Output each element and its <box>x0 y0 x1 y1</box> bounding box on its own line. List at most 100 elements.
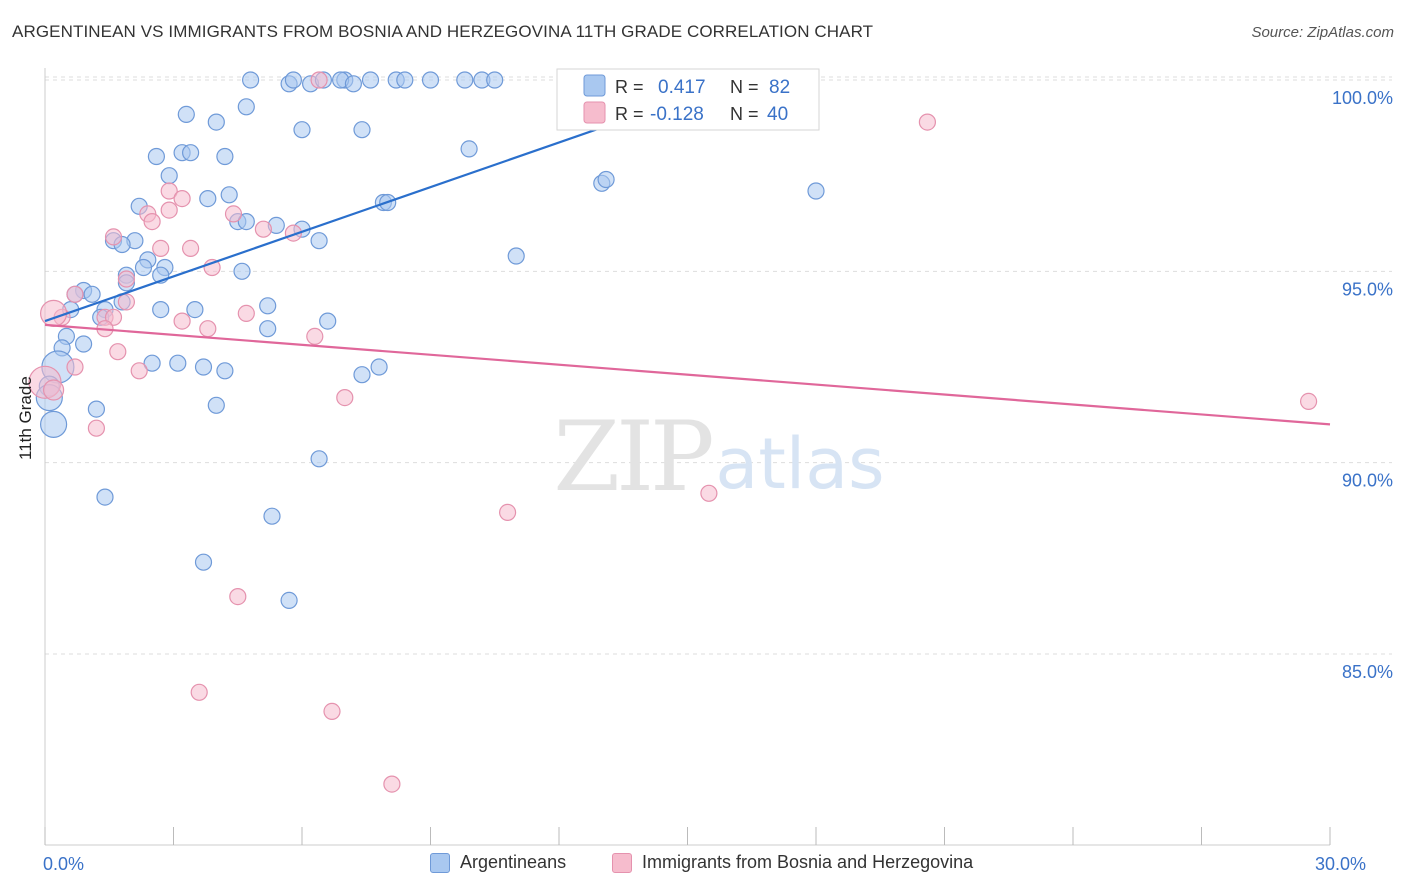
argentinean-point <box>807 182 825 200</box>
watermark-atlas: atlas <box>715 423 884 505</box>
bosnia-point <box>310 71 328 89</box>
legend-label-argentineans: Argentineans <box>460 852 567 872</box>
y-tick-label: 95.0% <box>1342 279 1393 299</box>
argentinean-point <box>194 358 213 376</box>
bosnia-point <box>160 201 178 219</box>
bosnia-trend-line <box>44 323 1331 426</box>
argentinean-point <box>194 553 213 571</box>
argentinean-point <box>152 301 170 319</box>
x-tick-label: 30.0% <box>1315 854 1366 874</box>
argentinean-point <box>284 71 302 89</box>
argentinean-point <box>199 190 217 208</box>
argentinean-point <box>421 71 440 89</box>
y-tick-label: 90.0% <box>1342 471 1393 491</box>
bosnia-point <box>254 220 272 238</box>
argentinean-point <box>182 144 200 162</box>
argentinean-point <box>207 113 225 131</box>
argentinean-point <box>310 450 328 468</box>
argentinean-point <box>237 98 255 116</box>
argentinean-point <box>242 71 260 89</box>
grid-layer <box>45 76 1392 655</box>
bosnia-point <box>224 205 243 223</box>
bosnia-point <box>323 702 341 721</box>
bosnia-point <box>104 308 123 326</box>
legend-swatch-bosnia <box>612 852 632 873</box>
argentinean-point <box>259 297 277 315</box>
bosnia-point <box>117 270 136 288</box>
argentinean-point <box>486 71 504 89</box>
argentinean-point <box>310 232 328 250</box>
trend-layer <box>44 78 1331 426</box>
bosnia-point <box>918 113 937 131</box>
watermark: ZIP atlas <box>553 401 884 513</box>
argentinean-point <box>293 121 311 139</box>
argentinean-point <box>169 354 187 372</box>
argentinean-point <box>39 410 68 438</box>
legend-item-argentineans: Argentineans <box>430 852 566 873</box>
bosnia-point <box>143 213 161 231</box>
argentinean-point <box>259 320 277 338</box>
legend-n-value-pink: 40 <box>767 104 788 125</box>
bottom-legend: Argentineans Immigrants from Bosnia and … <box>0 852 1406 878</box>
bosnia-point <box>87 419 106 437</box>
bosnia-point <box>173 190 191 208</box>
x-tick-labels: 0.0% 30.0% <box>43 854 1366 874</box>
bosnia-point <box>199 320 217 338</box>
bosnia-point <box>182 239 200 257</box>
legend-n-value-blue: 82 <box>769 77 790 98</box>
bosnia-point <box>383 775 401 793</box>
legend-n-label-blue: N = <box>730 77 759 97</box>
legend-r-value-blue: 0.417 <box>658 77 706 98</box>
argentinean-point <box>456 71 474 89</box>
argentinean-point <box>96 488 114 506</box>
bosnia-point <box>66 358 84 376</box>
argentinean-point <box>160 167 178 185</box>
bosnia-point <box>237 304 255 322</box>
legend-box: R = 0.417 N = 82 R = -0.128 N = 40 <box>556 68 820 131</box>
argentinean-point <box>74 335 93 353</box>
argentinean-point <box>460 140 478 158</box>
source-credit: Source: ZipAtlas.com <box>1251 24 1394 41</box>
bosnia-point <box>173 312 191 330</box>
argentinean-point <box>370 358 388 376</box>
bosnia-point <box>109 343 127 361</box>
bosnia-point <box>700 484 718 502</box>
argentinean-point <box>344 75 362 93</box>
legend-swatch-blue <box>583 74 606 97</box>
bosnia-point <box>160 182 178 200</box>
argentinean-point <box>319 312 337 330</box>
argentinean-point <box>186 301 204 319</box>
bosnia-point <box>1299 392 1318 410</box>
y-axis-label: 11th Grade <box>16 376 35 460</box>
argentinean-point <box>83 285 101 303</box>
argentinean-point <box>143 354 161 372</box>
argentinean-point <box>177 105 195 124</box>
argentinean-point <box>216 362 234 380</box>
bosnia-point <box>66 285 84 303</box>
argentinean-point <box>263 507 281 525</box>
bosnia-point <box>190 683 208 701</box>
legend-swatch-pink <box>583 101 606 124</box>
bosnia-point <box>152 239 170 257</box>
argentinean-point <box>207 396 225 414</box>
legend-r-value-pink: -0.128 <box>650 104 704 125</box>
argentinean-point <box>216 147 234 166</box>
y-tick-label: 100.0% <box>1332 88 1393 108</box>
axis-layer <box>44 68 1331 846</box>
argentinean-point <box>353 121 371 139</box>
bosnia-point <box>306 327 324 345</box>
chart-title: ARGENTINEAN VS IMMIGRANTS FROM BOSNIA AN… <box>12 22 874 41</box>
argentinean-point <box>280 591 298 610</box>
bosnia-point <box>336 389 354 407</box>
argentinean-point <box>87 400 106 418</box>
argentinean-point <box>396 71 414 89</box>
bosnia-point <box>42 379 65 401</box>
bosnia-point <box>499 503 517 522</box>
points-layer <box>28 71 1318 793</box>
x-tick-label: 0.0% <box>43 854 84 874</box>
bosnia-point <box>104 228 123 246</box>
argentinean-point <box>361 71 380 89</box>
argentinean-point <box>233 262 251 280</box>
bosnia-point <box>130 362 148 380</box>
